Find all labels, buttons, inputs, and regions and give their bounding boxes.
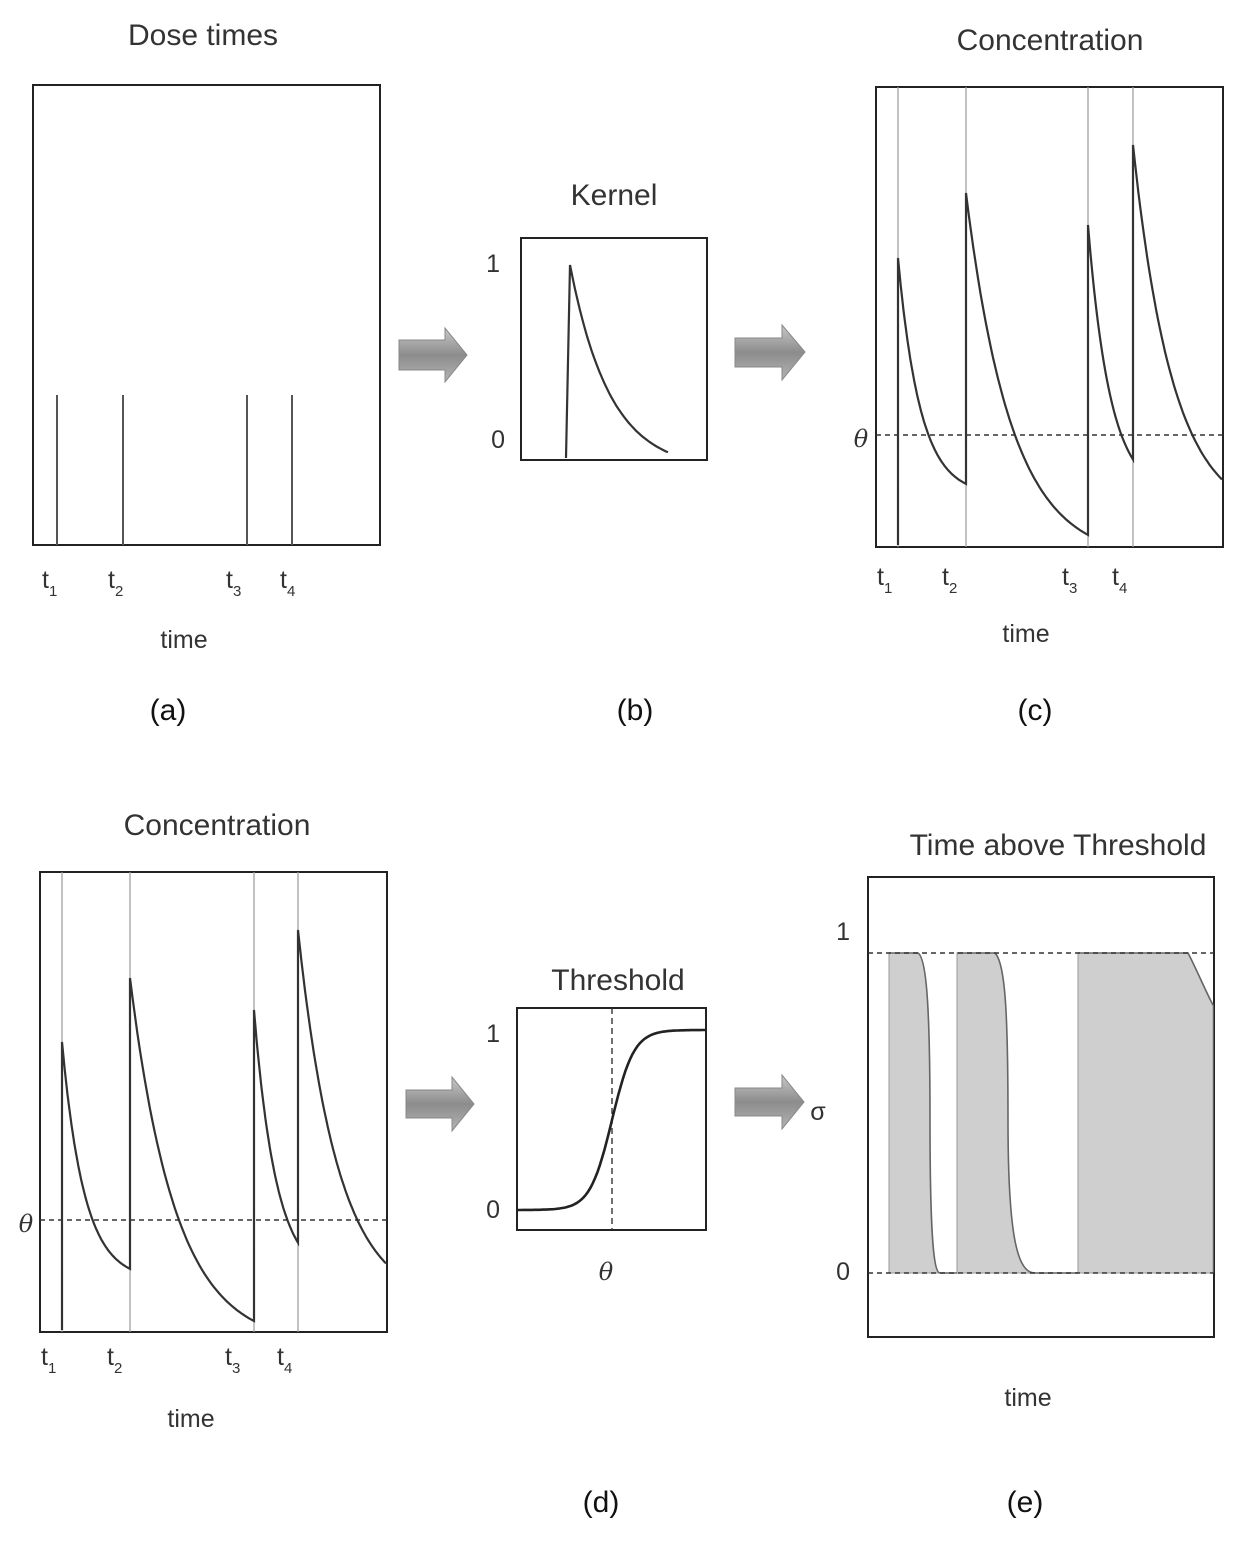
- panel-e: Time above Threshold 1 0 σ time (e): [810, 829, 1214, 1519]
- panel-d: Concentration θ t1 t2 t3 t4 time: [19, 809, 387, 1433]
- kernel-curve: [566, 265, 668, 458]
- panel-a-title: Dose times: [128, 19, 278, 52]
- concentration-curve-d: [62, 930, 386, 1330]
- panel-e-caption: (e): [1007, 1486, 1044, 1519]
- arrow-b-to-c: [735, 325, 805, 380]
- tick-label-c-t4: t4: [1112, 563, 1127, 597]
- arrow-threshold-to-e: [735, 1075, 804, 1129]
- panel-d-frame: [40, 872, 387, 1332]
- arrow-d-to-threshold: [406, 1077, 474, 1131]
- panel-b-title: Kernel: [571, 179, 658, 212]
- threshold-xlabel: θ: [599, 1258, 614, 1286]
- panel-b-frame: [521, 238, 707, 460]
- panel-c-frame: [876, 87, 1223, 547]
- shaded-region-2: [957, 953, 1035, 1273]
- tick-label-d-t3: t3: [225, 1343, 240, 1377]
- tick-label-t1: t1: [42, 566, 57, 600]
- tick-label-d-t2: t2: [107, 1343, 122, 1377]
- e-ytick-0: 0: [836, 1258, 850, 1286]
- panel-e-xlabel: time: [1004, 1384, 1051, 1412]
- panel-threshold-title: Threshold: [551, 964, 684, 997]
- panel-d-caption: (d): [583, 1486, 620, 1519]
- threshold-ytick-1: 1: [486, 1020, 500, 1048]
- panel-a-caption: (a): [150, 694, 187, 727]
- panel-a-xlabel: time: [160, 626, 207, 654]
- panel-c-xlabel: time: [1002, 620, 1049, 648]
- panel-b-caption: (b): [617, 694, 654, 727]
- tick-label-d-t4: t4: [277, 1343, 292, 1377]
- shaded-region-3: [1078, 953, 1213, 1273]
- tick-label-c-t3: t3: [1062, 563, 1077, 597]
- concentration-curve-c: [898, 145, 1222, 545]
- panel-d-title: Concentration: [124, 809, 311, 842]
- tick-label-t4: t4: [280, 566, 295, 600]
- panel-b: Kernel 1 0 (b): [486, 179, 707, 727]
- panel-b-ytick-1: 1: [486, 250, 500, 278]
- theta-label-d: θ: [19, 1210, 34, 1238]
- threshold-ytick-0: 0: [486, 1196, 500, 1224]
- panel-b-ytick-0: 0: [491, 426, 505, 454]
- panel-a: Dose times t1 t2 t3 t4 time (a): [33, 19, 380, 727]
- panel-d-xlabel: time: [167, 1405, 214, 1433]
- panel-c: Concentration θ t1 t2 t3 t4 time (c): [854, 24, 1223, 727]
- tick-label-t2: t2: [108, 566, 123, 600]
- tick-label-t3: t3: [226, 566, 241, 600]
- panel-c-caption: (c): [1018, 694, 1053, 727]
- panel-a-frame: [33, 85, 380, 545]
- panel-c-title: Concentration: [957, 24, 1144, 57]
- panel-threshold: Threshold 1 0 θ (d): [486, 964, 706, 1519]
- e-ytick-1: 1: [836, 918, 850, 946]
- arrow-a-to-b: [399, 328, 467, 382]
- tick-label-c-t1: t1: [877, 563, 892, 597]
- tick-label-d-t1: t1: [41, 1343, 56, 1377]
- panel-e-title: Time above Threshold: [910, 829, 1207, 862]
- theta-label-c: θ: [854, 425, 869, 453]
- e-ylabel-sigma: σ: [810, 1098, 826, 1126]
- tick-label-c-t2: t2: [942, 563, 957, 597]
- shaded-regions: [889, 953, 1213, 1273]
